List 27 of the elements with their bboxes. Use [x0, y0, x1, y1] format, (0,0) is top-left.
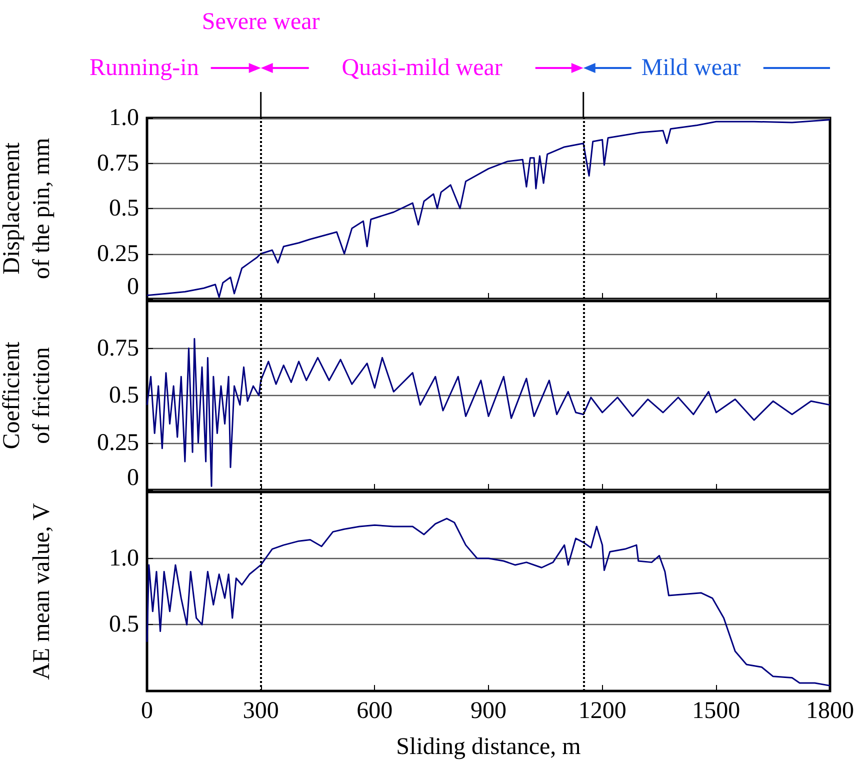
- line-series: [146, 119, 831, 298]
- y-tick-label: 0.5: [109, 382, 139, 408]
- y-tick-label: 0.25: [97, 430, 139, 456]
- x-tick-label: 900: [470, 698, 506, 724]
- y-axis-title: Coefficient of friction: [0, 341, 55, 450]
- y-tick-label: 0: [127, 274, 139, 300]
- x-tick-label: 1800: [806, 698, 854, 724]
- y-tick-label: 0.25: [97, 240, 139, 267]
- y-tick-label: 0.5: [109, 612, 139, 638]
- y-axis-title: Displacement of the pin, mm: [0, 138, 55, 280]
- y-tick-label: 0.5: [109, 196, 139, 222]
- text: Running-in: [89, 55, 199, 81]
- x-tick-label: 600: [356, 698, 393, 724]
- y-tick-label: 1.0: [109, 545, 139, 572]
- text: Quasi-mild wear: [342, 55, 502, 81]
- y-tick-label: 1.0: [109, 105, 139, 131]
- y-tick-label: 0.75: [97, 335, 139, 362]
- x-tick-label: 300: [242, 698, 279, 724]
- x-axis-title: Sliding distance, m: [396, 734, 582, 760]
- x-tick-label: 1500: [692, 698, 740, 724]
- x-tick-label: 1200: [578, 698, 626, 724]
- line-series: [146, 518, 831, 686]
- y-axis-title: AE mean value, V: [29, 502, 55, 680]
- y-tick-label: 0: [127, 465, 139, 491]
- y-tick-label: 0.75: [97, 150, 139, 176]
- text: Severe wear: [202, 9, 320, 35]
- text: Mild wear: [641, 55, 741, 81]
